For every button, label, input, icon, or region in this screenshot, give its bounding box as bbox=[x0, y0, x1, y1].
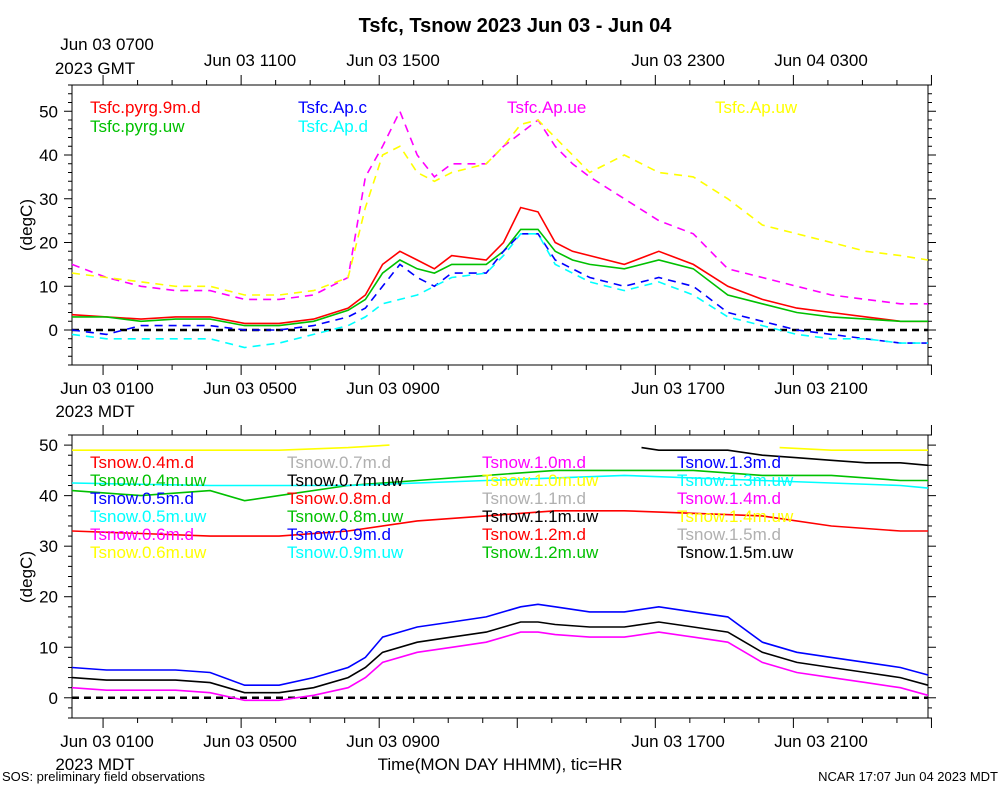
y-tick-label: 20 bbox=[39, 588, 58, 607]
footer-right: NCAR 17:07 Jun 04 2023 MDT bbox=[818, 769, 998, 784]
legend-entry: Tsnow.1.3m.uw bbox=[677, 471, 794, 490]
mdt-time-axis-bottom-panel: Jun 03 0100 2023 MDT Jun 03 0500 Jun 03 090… bbox=[55, 732, 867, 774]
time-axis-label: Jun 03 2300 bbox=[631, 51, 725, 70]
series-line bbox=[71, 509, 928, 537]
series-line bbox=[71, 631, 929, 702]
series-line bbox=[779, 446, 928, 452]
time-axis-label: Jun 03 1500 bbox=[346, 51, 440, 70]
legend-entry: Tsnow.0.5m.d bbox=[90, 489, 194, 508]
chart-title: Tsfc, Tsnow 2023 Jun 03 - Jun 04 bbox=[359, 15, 673, 37]
legend-entry: Tsnow.0.9m.d bbox=[287, 525, 391, 544]
series-line bbox=[71, 621, 929, 694]
top-plot-area bbox=[71, 84, 929, 366]
time-axis-label: Jun 03 0900 bbox=[346, 732, 440, 751]
legend-entry: Tsfc.Ap.c bbox=[298, 98, 367, 117]
legend-entry: Tsnow.0.9m.uw bbox=[287, 543, 404, 562]
series-line bbox=[641, 446, 929, 467]
legend-entry: Tsnow.0.5m.uw bbox=[90, 507, 207, 526]
bottom-y-axis: 0 10 20 30 40 50 bbox=[39, 425, 936, 728]
top-time-axis: Jun 03 0700 2023 GMT Jun 03 1100 Jun 03 150… bbox=[55, 35, 868, 78]
legend-entry: Tsnow.0.7m.d bbox=[287, 453, 391, 472]
top-series-group bbox=[71, 109, 929, 349]
series-line bbox=[71, 119, 929, 296]
series-line bbox=[71, 206, 928, 325]
legend-entry: Tsfc.pyrg.uw bbox=[90, 117, 185, 136]
series-line bbox=[71, 474, 929, 489]
top-y-axis: 0 10 20 30 40 50 bbox=[39, 75, 936, 375]
legend-entry: Tsfc.Ap.d bbox=[298, 117, 368, 136]
legend-entry: Tsnow.1.1m.d bbox=[482, 489, 586, 508]
y-tick-label: 50 bbox=[39, 436, 58, 455]
time-axis-label: Jun 03 2100 bbox=[774, 379, 868, 398]
mdt-time-axis-top-panel: Jun 03 0100 2023 MDT Jun 03 0500 Jun 03 090… bbox=[55, 379, 867, 421]
legend-entry: Tsnow.1.1m.uw bbox=[482, 507, 599, 526]
time-axis-label: Jun 03 0100 bbox=[60, 732, 154, 751]
legend-entry: Tsnow.1.5m.uw bbox=[677, 543, 794, 562]
top-legend: Tsfc.pyrg.9m.dTsfc.pyrg.uwTsfc.Ap.cTsfc.… bbox=[90, 98, 798, 136]
series-line bbox=[71, 109, 928, 305]
y-tick-label: 0 bbox=[49, 321, 58, 340]
legend-entry: Tsnow.1.2m.d bbox=[482, 525, 586, 544]
legend-entry: Tsnow.1.5m.d bbox=[677, 525, 781, 544]
legend-entry: Tsnow.1.4m.uw bbox=[677, 507, 794, 526]
x-axis-label: Time(MON DAY HHMM), tic=HR bbox=[378, 755, 623, 774]
time-axis-label: 2023 GMT bbox=[55, 59, 135, 78]
time-axis-label: Jun 03 1700 bbox=[631, 732, 725, 751]
legend-entry: Tsnow.1.0m.d bbox=[482, 453, 586, 472]
series-line bbox=[71, 603, 929, 687]
legend-entry: Tsfc.Ap.ue bbox=[507, 98, 586, 117]
time-axis-label: Jun 03 1100 bbox=[204, 51, 296, 70]
bottom-series-group bbox=[71, 444, 929, 702]
y-tick-label: 10 bbox=[39, 277, 58, 296]
y-tick-label: 50 bbox=[39, 102, 58, 121]
legend-entry: Tsnow.0.8m.d bbox=[287, 489, 391, 508]
y-tick-label: 10 bbox=[39, 638, 58, 657]
time-axis-label: 2023 MDT bbox=[55, 402, 134, 421]
y-tick-label: 30 bbox=[39, 190, 58, 209]
top-y-label: (degC) bbox=[17, 199, 36, 251]
legend-entry: Tsnow.0.4m.d bbox=[90, 453, 194, 472]
bottom-y-label: (degC) bbox=[17, 551, 36, 603]
time-axis-label: Jun 03 1700 bbox=[631, 379, 725, 398]
time-axis-label: Jun 03 2100 bbox=[774, 732, 868, 751]
legend-entry: Tsnow.1.2m.uw bbox=[482, 543, 599, 562]
legend-entry: Tsfc.pyrg.9m.d bbox=[90, 98, 201, 117]
footer-left: SOS: preliminary field observations bbox=[2, 769, 206, 784]
series-line bbox=[72, 228, 928, 327]
time-axis-label: Jun 04 0300 bbox=[774, 51, 868, 70]
legend-entry: Tsnow.0.7m.uw bbox=[287, 471, 404, 490]
time-axis-label: Jun 03 0700 bbox=[60, 35, 154, 54]
series-line bbox=[72, 444, 390, 452]
time-axis-label: 2023 MDT bbox=[55, 755, 134, 774]
legend-entry: Tsnow.0.6m.uw bbox=[90, 543, 207, 562]
legend-entry: Tsfc.Ap.uw bbox=[715, 98, 798, 117]
series-line bbox=[71, 469, 928, 502]
time-axis-label: Jun 03 0900 bbox=[346, 379, 440, 398]
y-tick-label: 20 bbox=[39, 234, 58, 253]
series-line bbox=[71, 233, 928, 344]
bottom-legend: Tsnow.0.4m.dTsnow.0.4m.uwTsnow.0.5m.dTsn… bbox=[90, 453, 794, 562]
y-tick-label: 30 bbox=[39, 537, 58, 556]
time-axis-label: Jun 03 0500 bbox=[203, 732, 297, 751]
y-tick-label: 0 bbox=[49, 689, 58, 708]
legend-entry: Tsnow.0.6m.d bbox=[90, 525, 194, 544]
legend-entry: Tsnow.1.3m.d bbox=[677, 453, 781, 472]
legend-entry: Tsnow.0.4m.uw bbox=[90, 471, 207, 490]
legend-entry: Tsnow.1.4m.d bbox=[677, 489, 781, 508]
legend-entry: Tsnow.0.8m.uw bbox=[287, 507, 404, 526]
y-tick-label: 40 bbox=[39, 146, 58, 165]
legend-entry: Tsnow.1.0m.uw bbox=[482, 471, 599, 490]
time-axis-label: Jun 03 0100 bbox=[60, 379, 154, 398]
y-tick-label: 40 bbox=[39, 487, 58, 506]
time-axis-label: Jun 03 0500 bbox=[203, 379, 297, 398]
